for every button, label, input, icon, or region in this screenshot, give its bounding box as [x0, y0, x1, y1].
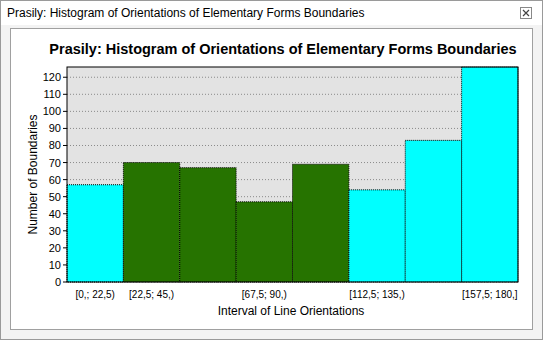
- y-tick: [63, 162, 67, 163]
- y-tick-label: 30: [49, 225, 61, 237]
- y-tick: [63, 94, 67, 95]
- y-tick-label: 0: [55, 276, 61, 288]
- y-tick-label: 80: [49, 139, 61, 151]
- y-tick: [63, 111, 67, 112]
- bar: [349, 190, 405, 282]
- y-tick-label: 40: [49, 208, 61, 220]
- y-tick: [63, 196, 67, 197]
- bar: [293, 164, 349, 282]
- y-tick: [63, 264, 67, 265]
- plot-frame: [67, 67, 518, 282]
- grid-line: [67, 94, 518, 95]
- y-tick: [63, 247, 67, 248]
- close-cross: [523, 10, 529, 16]
- chart-root: Prasily: Histogram of Orientations of El…: [0, 0, 543, 340]
- grid-line: [67, 128, 518, 129]
- bar: [462, 67, 518, 282]
- grid-line: [67, 111, 518, 112]
- y-tick: [63, 179, 67, 180]
- close-box: [521, 8, 532, 19]
- title-bar: [1, 1, 542, 25]
- y-tick-label: 50: [49, 191, 61, 203]
- y-tick-label: 110: [43, 88, 61, 100]
- y-tick: [63, 128, 67, 129]
- x-axis-label: Interval of Line Orientations: [218, 304, 365, 318]
- x-tick-label: [67,5; 90,): [242, 289, 287, 300]
- y-tick-label: 100: [43, 105, 61, 117]
- y-tick: [63, 230, 67, 231]
- y-axis-label: Number of Boundaries: [26, 114, 40, 234]
- bar: [236, 202, 292, 282]
- bar: [123, 163, 179, 282]
- y-tick-label: 60: [49, 174, 61, 186]
- window-title: Prasily: Histogram of Orientations of El…: [7, 6, 364, 20]
- close-button[interactable]: [521, 8, 532, 19]
- x-tick-label: [0,; 22,5): [75, 289, 114, 300]
- window-frame: [1, 1, 543, 340]
- chart-title: Prasily: Histogram of Orientations of El…: [49, 41, 516, 57]
- x-tick-label: [112,5; 135,): [349, 289, 404, 300]
- bar: [67, 185, 123, 282]
- y-tick-label: 120: [43, 71, 61, 83]
- bar: [405, 140, 461, 282]
- y-tick: [63, 213, 67, 214]
- y-tick-label: 90: [49, 122, 61, 134]
- chart-panel: [11, 29, 533, 330]
- y-tick: [63, 282, 67, 283]
- bar: [180, 168, 236, 282]
- y-tick: [63, 145, 67, 146]
- x-tick-label: [22,5; 45,): [129, 289, 174, 300]
- x-tick-label: [157,5; 180,]: [462, 289, 518, 300]
- y-tick-label: 10: [49, 259, 61, 271]
- y-tick-label: 20: [49, 242, 61, 254]
- y-tick-label: 70: [49, 157, 61, 169]
- grid-line: [67, 77, 518, 78]
- y-tick: [63, 77, 67, 78]
- plot-background: [67, 67, 518, 282]
